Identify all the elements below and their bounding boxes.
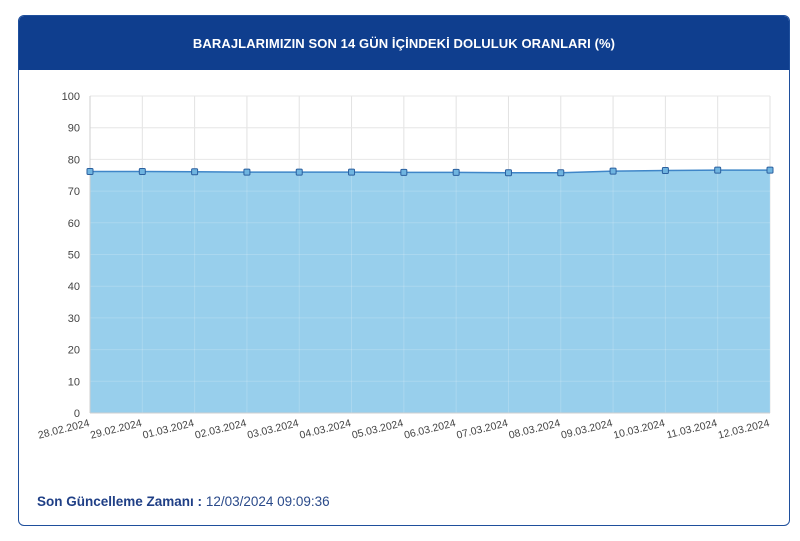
y-tick-label: 60	[68, 218, 80, 230]
x-tick-label: 05.03.2024	[351, 417, 405, 441]
x-tick-label: 06.03.2024	[403, 417, 457, 441]
data-point	[295, 168, 303, 176]
chart-title: BARAJLARIMIZIN SON 14 GÜN İÇİNDEKİ DOLUL…	[192, 35, 616, 51]
y-tick-label: 20	[68, 345, 80, 357]
x-tick-label: 01.03.2024	[141, 417, 195, 441]
chart-header: BARAJLARIMIZIN SON 14 GÜN İÇİNDEKİ DOLUL…	[19, 16, 789, 70]
x-tick-label: 29.02.2024	[89, 417, 143, 441]
x-tick-label: 08.03.2024	[508, 417, 562, 441]
x-tick-label: 11.03.2024	[665, 417, 718, 441]
data-point	[714, 166, 722, 174]
x-tick-label: 04.03.2024	[298, 417, 352, 441]
data-point	[348, 168, 356, 176]
x-tick-label: 28.02.2024	[37, 417, 91, 441]
occupancy-line	[90, 169, 770, 174]
data-point	[400, 168, 408, 176]
y-tick-label: 80	[68, 154, 80, 166]
data-point	[191, 168, 199, 176]
data-point	[504, 169, 512, 177]
data-point	[86, 167, 94, 175]
y-tick-label: 30	[68, 313, 80, 325]
data-point	[557, 169, 565, 177]
y-tick-label: 40	[68, 281, 80, 293]
data-point	[138, 167, 146, 175]
data-point	[452, 168, 460, 176]
y-tick-label: 10	[68, 376, 80, 388]
y-tick-label: 100	[62, 91, 80, 103]
x-tick-label: 09.03.2024	[560, 417, 614, 441]
occupancy-area	[90, 170, 770, 413]
x-tick-label: 12.03.2024	[717, 417, 771, 441]
y-tick-label: 70	[68, 186, 80, 198]
x-tick-label: 03.03.2024	[246, 417, 300, 441]
dam-occupancy-card: BARAJLARIMIZIN SON 14 GÜN İÇİNDEKİ DOLUL…	[18, 15, 790, 526]
last-update-label: Son Güncelleme Zamanı :	[37, 494, 203, 509]
data-point	[609, 167, 617, 175]
last-update-value: 12/03/2024 09:09:36	[205, 494, 330, 509]
data-point	[766, 166, 774, 174]
occupancy-area-chart: 0 10 20 30 40 50 60 70 80 90 100 28.02.202429.02.20…	[37, 91, 774, 442]
data-point	[243, 168, 251, 176]
chart-area: 0 10 20 30 40 50 60 70 80 90 100 28.02.2024 29.02.20…	[19, 70, 789, 480]
y-tick-label: 50	[68, 250, 80, 262]
x-tick-label: 10.03.2024	[612, 417, 666, 441]
x-tick-label: 07.03.2024	[455, 417, 509, 441]
data-point	[661, 166, 669, 174]
last-update: Son Güncelleme Zamanı : 12/03/2024 09:09…	[37, 494, 330, 509]
x-tick-label: 02.03.2024	[194, 417, 248, 441]
y-tick-label: 0	[74, 408, 80, 420]
y-tick-label: 90	[68, 123, 80, 135]
